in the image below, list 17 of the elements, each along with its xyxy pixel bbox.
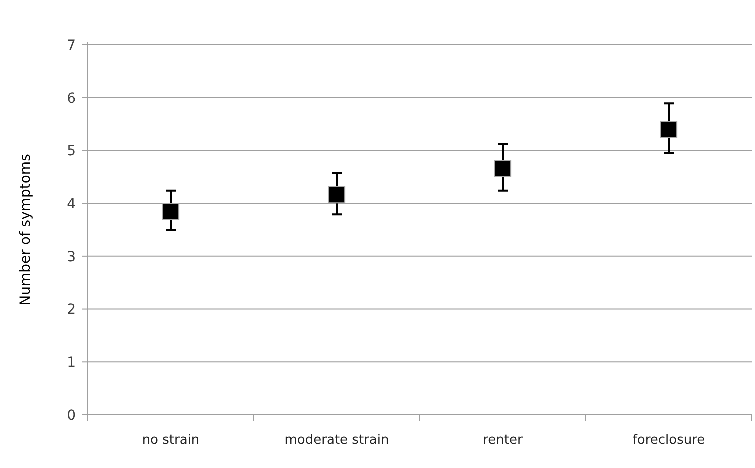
x-tick-label: renter (483, 433, 524, 448)
x-tick-label: moderate strain (284, 433, 390, 448)
point (162, 202, 180, 220)
x-tick-label: foreclosure (632, 433, 706, 448)
y-tick-label: 0 (67, 408, 76, 424)
point (494, 160, 512, 178)
y-tick-label: 1 (67, 355, 76, 372)
y-tick-label: 3 (67, 249, 76, 266)
x-tick-label: no strain (142, 433, 200, 448)
point (328, 186, 346, 204)
y-axis-title: Number of symptoms (18, 154, 34, 306)
y-tick-label: 2 (67, 302, 76, 318)
y-tick-label: 6 (67, 90, 76, 107)
y-tick-label: 4 (67, 196, 76, 212)
point (660, 121, 678, 138)
y-tick-label: 7 (67, 38, 76, 54)
y-tick-label: 5 (67, 144, 76, 160)
